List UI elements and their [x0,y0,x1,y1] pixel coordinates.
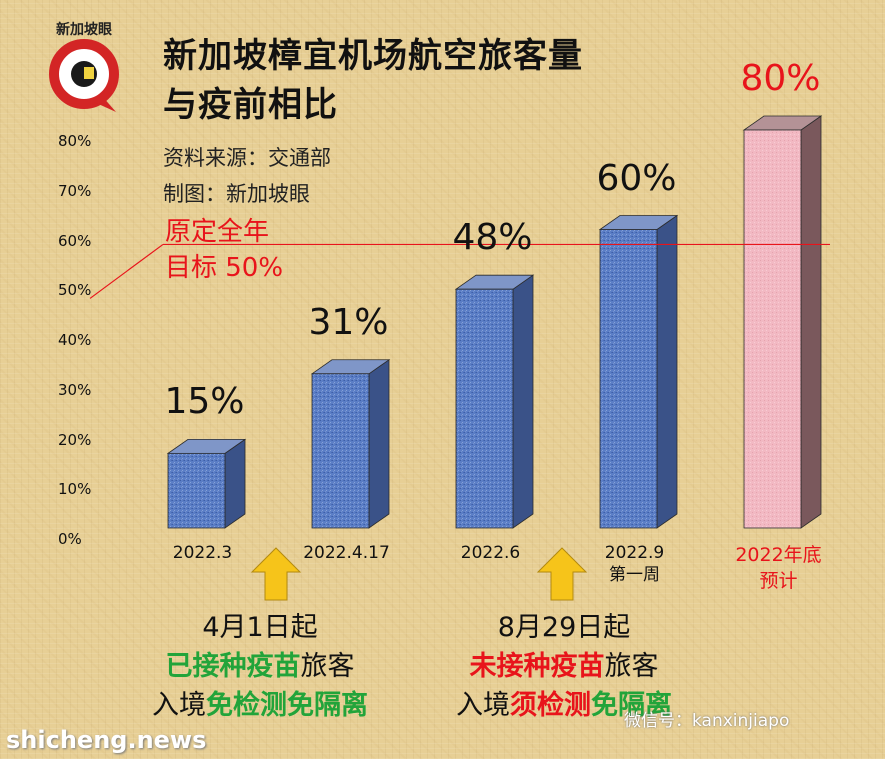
x-tick-label: 2022.9 第一周 [604,543,665,585]
chart-title: 新加坡樟宜机场航空旅客量 与疫前相比 [163,32,583,130]
annotation-april-line2: 已接种疫苗旅客 [165,651,355,682]
title-line-1: 新加坡樟宜机场航空旅客量 [163,36,583,76]
source-block: 资料来源：交通部 制图：新加坡眼 [163,140,331,212]
value-label: 48% [452,217,533,259]
y-tick-label: 20% [58,430,92,449]
y-tick-label: 80% [58,132,92,150]
y-tick-label: 40% [58,331,92,349]
up-arrow-icon [536,547,588,601]
x-tick-label: 2022.6 [460,543,521,563]
bar [166,438,247,529]
target-label: 原定全年 目标 50% [165,214,283,286]
annotation-april: 4月1日起 已接种疫苗旅客 入境免检测免隔离 [110,608,410,725]
target-reference-diagonal [89,243,164,299]
site-watermark: shicheng.news [6,726,207,754]
value-label: 80% [740,58,821,99]
x-tick-label: 2022.3 [172,543,233,563]
wechat-watermark: 微信号：kanxinjiapo [624,711,790,731]
y-tick-label: 0% [58,530,82,548]
y-tick-label: 50% [58,281,92,300]
annotation-august-line2: 未接种疫苗旅客 [469,651,659,682]
value-label: 31% [308,301,389,343]
source-line: 资料来源：交通部 [163,146,331,170]
annotation-april-date: 4月1日起 [202,612,318,643]
value-label: 60% [596,157,677,199]
target-label-line-2: 目标 50% [165,253,284,283]
annotation-april-line3: 入境免检测免隔离 [152,690,368,721]
bar [310,359,391,529]
up-arrow-icon [250,547,302,601]
bar [454,274,535,529]
annotation-august-line3: 入境须检测免隔离 [456,690,672,721]
y-tick-label: 70% [58,181,92,200]
y-tick-label: 10% [58,480,92,499]
title-line-2: 与疫前相比 [163,85,338,125]
x-tick-label: 2022.4.17 [303,543,390,563]
brand-logo: 新加坡眼 [44,12,124,116]
target-label-line-1: 原定全年 [165,217,270,247]
value-label: 15% [164,381,245,423]
annotation-august: 8月29日起 未接种疫苗旅客 入境须检测免隔离 [414,608,714,725]
credit-line: 制图：新加坡眼 [163,182,310,206]
y-tick-label: 60% [58,231,92,250]
x-tick-label: 2022年底 预计 [735,544,822,592]
y-tick-label: 30% [58,380,92,399]
annotation-august-date: 8月29日起 [497,612,631,643]
bar-projected [742,115,823,529]
brand-logo-text: 新加坡眼 [56,21,112,38]
bar [598,214,679,529]
